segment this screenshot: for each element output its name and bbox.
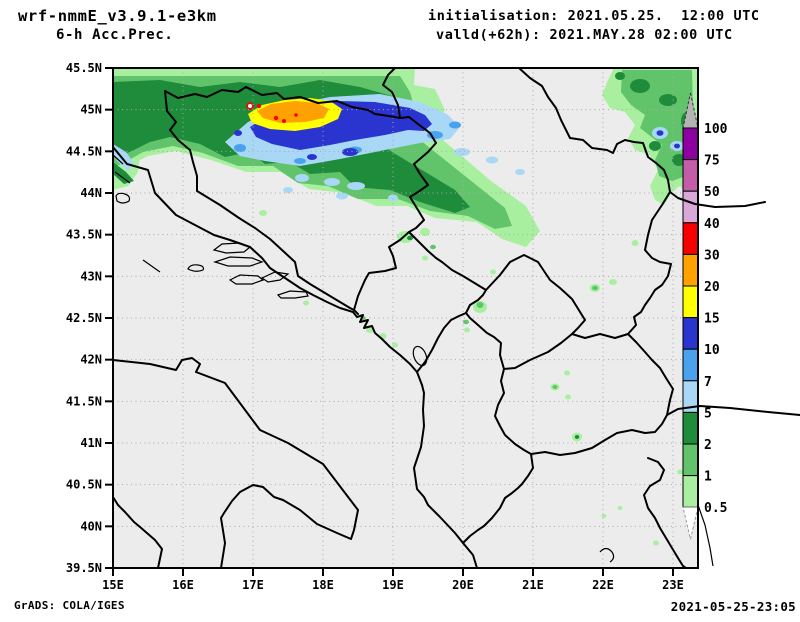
- colorbar-tick-label: 0.5: [704, 501, 727, 516]
- grads-credit-label: GrADS: COLA/IGES: [14, 599, 125, 612]
- coastlines-borders: [112, 67, 800, 569]
- lat-label: 45.5N: [66, 61, 102, 75]
- lat-label: 43.5N: [66, 228, 102, 242]
- colorbar-tick-label: 1: [704, 470, 712, 485]
- colorbar-below-min-arrow: [682, 506, 699, 540]
- colorbar-tick-label: 10: [704, 343, 720, 358]
- colorbar-tick-label: 5: [704, 406, 712, 421]
- lat-label: 44N: [80, 186, 102, 200]
- colorbar-swatch: [682, 190, 699, 224]
- lon-label: 23E: [662, 578, 684, 592]
- colorbar-above-max-arrow: [682, 92, 699, 129]
- init-time-label: initialisation: 2021.05.25. 12:00 UTC: [428, 8, 760, 24]
- lat-label: 41N: [80, 436, 102, 450]
- colorbar-swatch: [682, 127, 699, 161]
- lon-label: 18E: [312, 578, 334, 592]
- lat-label: 40.5N: [66, 478, 102, 492]
- colorbar-swatch: [682, 443, 699, 477]
- colorbar-swatch: [682, 411, 699, 445]
- model-title: wrf-nmmE_v3.9.1-e3km: [18, 7, 217, 25]
- lon-label: 22E: [592, 578, 614, 592]
- lat-label: 39.5N: [66, 561, 102, 575]
- colorbar-tick-label: 50: [704, 185, 720, 200]
- colorbar-tick-label: 20: [704, 280, 720, 295]
- lat-label: 41.5N: [66, 394, 102, 408]
- colorbar-swatch: [682, 317, 699, 350]
- colorbar-tick-label: 15: [704, 312, 720, 327]
- colorbar-tick-label: 30: [704, 248, 720, 263]
- colorbar-tick-label: 40: [704, 217, 720, 232]
- colorbar-tick-label: 7: [704, 375, 712, 390]
- colorbar-swatch: [682, 222, 699, 255]
- valid-time-label: valld(+62h): 2021.MAY.28 02:00 UTC: [436, 27, 733, 43]
- lon-label: 19E: [382, 578, 404, 592]
- colorbar-tick-label: 75: [704, 154, 720, 169]
- product-title: 6-h Acc.Prec.: [56, 27, 174, 43]
- colorbar-swatch: [682, 159, 699, 192]
- lon-label: 16E: [172, 578, 194, 592]
- colorbar-swatch: [682, 285, 699, 319]
- creation-timestamp: 2021-05-25-23:05: [670, 599, 796, 614]
- colorbar-swatch: [682, 253, 699, 287]
- lat-label: 40N: [80, 519, 102, 533]
- lat-label: 43N: [80, 269, 102, 283]
- precipitation-shading: [113, 68, 698, 546]
- colorbar-tick-label: 100: [704, 122, 728, 137]
- lat-label: 42N: [80, 353, 102, 367]
- lat-label: 44.5N: [66, 144, 102, 158]
- lat-label: 42.5N: [66, 311, 102, 325]
- lon-label: 20E: [452, 578, 474, 592]
- lon-label: 21E: [522, 578, 544, 592]
- axis-ticks: [105, 67, 674, 576]
- lon-label: 17E: [242, 578, 264, 592]
- axis-labels: 45.5N 45N 44.5N 44N 43.5N 43N 42.5N 42N 41.5N 41N…: [66, 61, 684, 592]
- lat-label: 45N: [80, 103, 102, 117]
- colorbar-tick-label: 2: [704, 438, 712, 453]
- colorbar-swatch: [682, 475, 699, 508]
- lon-label: 15E: [102, 578, 124, 592]
- colorbar-swatch: [682, 348, 699, 382]
